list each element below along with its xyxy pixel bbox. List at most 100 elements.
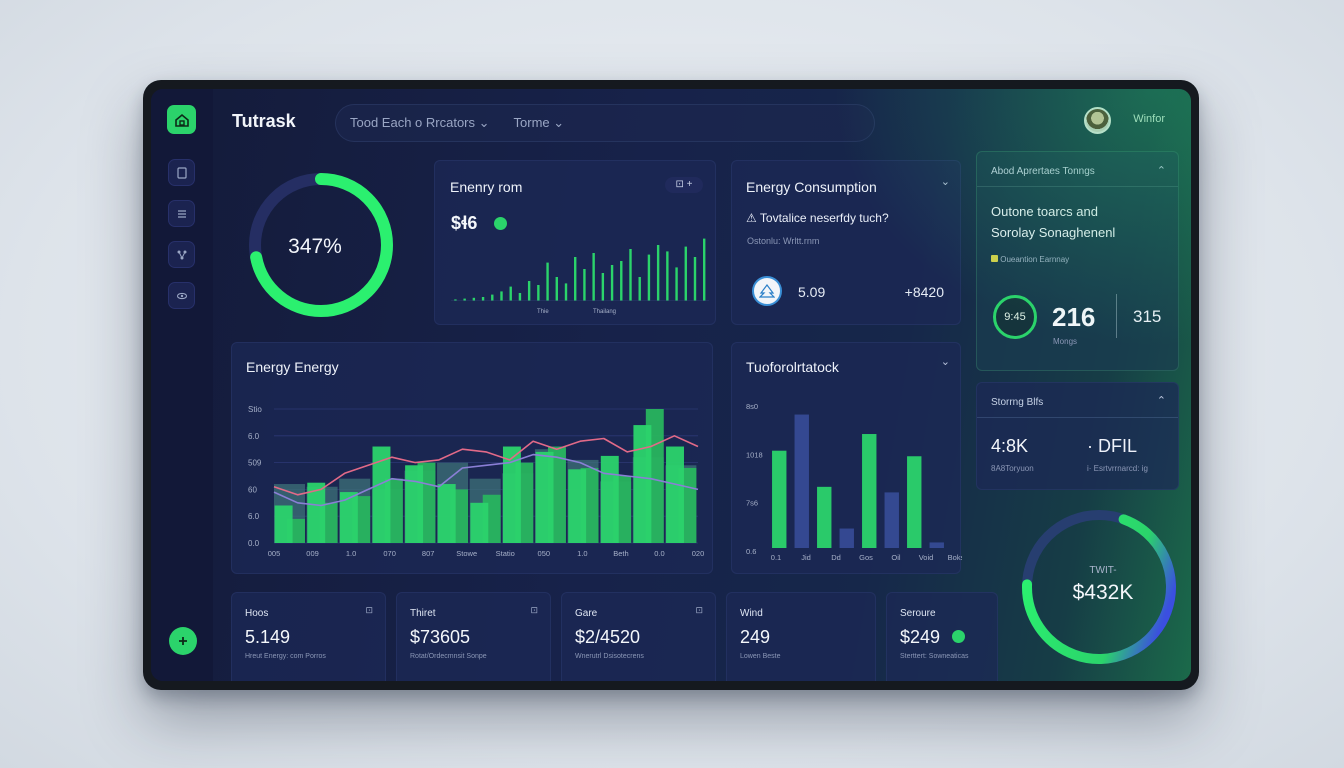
plus-icon (179, 637, 187, 645)
y-tick-label: 7s6 (746, 499, 758, 508)
energy-bar (454, 299, 457, 301)
energy-bar (629, 249, 632, 301)
stat-value: $249 (900, 627, 941, 647)
card-title: Tuoforolrtatock (746, 359, 839, 375)
about-card: Abod Aprertaes Tonngs ⌃ Outone toarcs an… (976, 151, 1179, 371)
stat-card-wind[interactable]: Wind 249 Lowen Beste (726, 592, 876, 681)
stat-sub: Hreut Energy: com Porros (245, 653, 326, 660)
chart-bar (794, 414, 809, 548)
footnote-left: Thie (537, 309, 549, 315)
energy-bar (620, 261, 623, 301)
chevron-up-icon[interactable]: ⌃ (1156, 165, 1166, 177)
chart-bar (274, 505, 293, 543)
chart-bar (437, 484, 456, 543)
energy-bar (537, 285, 540, 301)
x-tick-label: 807 (422, 549, 435, 558)
x-tick-label: Jid (801, 553, 811, 562)
sidebar-item-network[interactable] (168, 241, 195, 268)
search-dropdown[interactable]: Tood Each o Rrcators ⌄ (350, 115, 490, 131)
sidebar-item-view[interactable] (168, 282, 195, 309)
tag-icon (991, 255, 998, 262)
about-value-sub: Mongs (1053, 337, 1078, 346)
main-bar-chart: Stio 6.0 509 60 6.0 0.0 005 009 1.0 070 807 Stowe St… (248, 405, 705, 558)
tab-text: Torme (513, 115, 550, 130)
tag-text: Oueantion Earnnay (1000, 255, 1070, 264)
chart-bar (339, 492, 358, 543)
stat-title: Hoos (245, 608, 269, 619)
energy-bar (693, 257, 697, 301)
list-icon (177, 209, 186, 218)
about-ring: 9:45 (993, 295, 1037, 339)
home-icon (174, 113, 189, 127)
stat-sub: Lowen Beste (740, 653, 781, 660)
expand-icon[interactable]: ⊡ (365, 605, 373, 615)
gauge-label: TWIT- (1089, 565, 1116, 576)
chart-bar (470, 502, 489, 543)
chart-line (273, 453, 699, 507)
chevron-up-icon[interactable]: ⌃ (1156, 395, 1166, 407)
x-tick-label: 020 (692, 549, 705, 558)
about-value: 216 (1052, 302, 1096, 332)
percent-gauge: 347% (249, 173, 393, 317)
x-tick-label: Boks (948, 553, 962, 562)
value-gauge: TWIT- $432K (1022, 510, 1176, 664)
energy-bar (647, 254, 651, 301)
sidebar-item-documents[interactable] (168, 159, 195, 186)
savings-right-value: · DFIL (1087, 436, 1138, 456)
warning-icon: ⚠ (746, 211, 757, 225)
card-title: Energy Energy (246, 359, 339, 375)
expand-icon[interactable]: ⊡ (695, 605, 703, 615)
small-bar-chart: 8s0 1018 7s6 0.6 0.1 Jid Dd Gos Oil Void Boks (746, 402, 962, 562)
search-bar[interactable]: Tood Each o Rrcators ⌄ Torme ⌄ (335, 104, 875, 142)
alert-row: ⚠ Tovtalice neserfdy tuch? (746, 211, 889, 225)
chart-line (273, 435, 699, 496)
chevron-down-icon[interactable]: ⌄ (940, 356, 950, 368)
chart-bar (929, 542, 944, 548)
x-tick-label: Void (919, 553, 934, 562)
stat-sub: Sterttert: Sowneaticas (900, 653, 969, 660)
chart-bar (666, 446, 684, 543)
add-button[interactable] (169, 627, 197, 655)
device-frame: Tutrask Tood Each o Rrcators ⌄ Torme ⌄ W… (143, 80, 1199, 690)
chart-bar (772, 450, 787, 548)
stat-card-seroure[interactable]: Seroure $249 Sterttert: Sowneaticas (886, 592, 998, 681)
energy-bar (574, 257, 577, 301)
card-title: Enenry rom (450, 179, 523, 195)
about-value-divider (1116, 294, 1117, 338)
stat-sub: Wnerutrl Dsisotecrens (575, 653, 644, 660)
x-tick-label: Oil (891, 553, 901, 562)
eye-icon (176, 292, 187, 299)
savings-right-sub: i· Esrtvrrnarcd: ig (1087, 464, 1148, 473)
sidebar (151, 89, 213, 681)
sidebar-item-list[interactable] (168, 200, 195, 227)
energy-bar (583, 269, 586, 301)
main-chart-card: Energy Energy Stio 6.0 509 60 6.0 0.0 005 009 1.… (231, 342, 713, 574)
energy-bar (555, 277, 558, 301)
y-tick-label: 60 (248, 485, 257, 494)
document-icon (176, 166, 187, 179)
tab-dropdown[interactable]: Torme ⌄ (514, 115, 565, 131)
chart-bar (839, 528, 854, 548)
chevron-down-icon: ⌄ (478, 115, 490, 130)
about-headline-1: Outone toarcs and (991, 204, 1098, 219)
savings-card: Storrng Blfs ⌃ 4:8K 8A8Toryuon · DFIL i·… (976, 382, 1179, 490)
card-actions[interactable]: ⊡ + (665, 177, 703, 193)
chart-bar (307, 482, 326, 543)
x-tick-label: Gos (859, 553, 873, 562)
chevron-down-icon[interactable]: ⌄ (940, 176, 950, 188)
stat-card-gare[interactable]: Gare ⊡ $2/4520 Wnerutrl Dsisotecrens (561, 592, 716, 681)
energy-bar (656, 245, 660, 301)
energy-bar (472, 297, 476, 301)
chart-bar (600, 455, 619, 543)
energy-bar (463, 298, 466, 301)
y-tick-label: Stio (248, 405, 262, 414)
energy-bar (610, 265, 614, 301)
stat-card-hoos[interactable]: Hoos ⊡ 5.149 Hreut Energy: com Porros (231, 592, 386, 681)
stat-card-thiret[interactable]: Thiret ⊡ $73605 Rotat/Ordecmnsit Sonpe (396, 592, 551, 681)
y-tick-label: 0.0 (248, 539, 260, 548)
search-text: Tood Each o Rrcators (350, 115, 476, 130)
home-logo-button[interactable] (167, 105, 196, 134)
avatar[interactable] (1084, 107, 1111, 134)
expand-icon[interactable]: ⊡ (530, 605, 538, 615)
plus-icon: + (686, 179, 693, 190)
